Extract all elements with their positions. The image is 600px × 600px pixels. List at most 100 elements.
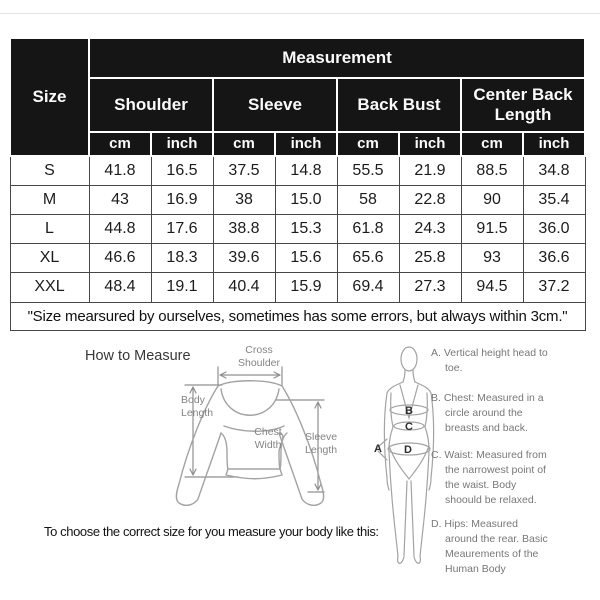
measure-value: 39.6 xyxy=(212,242,276,273)
group-header-back-bust: Back Bust xyxy=(336,77,462,133)
size-value: S xyxy=(9,155,90,186)
instruction-d-text: Hips: Measured around the rear. Basic Me… xyxy=(444,518,548,575)
sleeve-length-label: Sleeve Length xyxy=(305,431,338,456)
measure-value: 25.8 xyxy=(398,242,462,273)
instruction-a-text: Vertical height head to toe. xyxy=(443,347,548,374)
body-label-c: C xyxy=(405,421,413,433)
instruction-c-text: Waist: Measured from the narrowest point… xyxy=(444,449,547,506)
measure-value: 36.6 xyxy=(522,242,586,273)
size-value: L xyxy=(9,213,90,244)
garment-outline xyxy=(175,380,325,507)
table-row-disclaimer: "Size mearsured by ourselves, sometimes … xyxy=(9,301,586,331)
measure-value: 38.8 xyxy=(212,213,276,244)
body-label-b: B xyxy=(405,405,413,417)
instruction-a: A. Vertical height head to toe. xyxy=(431,346,552,376)
measure-value: 35.4 xyxy=(522,184,586,215)
measure-value: 37.5 xyxy=(212,155,276,186)
measure-value: 94.5 xyxy=(460,271,524,303)
measure-value: 37.2 xyxy=(522,271,586,303)
table-row-m: M 43 16.9 38 15.0 58 22.8 90 35.4 xyxy=(9,184,586,215)
instruction-d-key: D. xyxy=(431,518,442,530)
top-divider xyxy=(0,13,600,14)
table-row-s: S 41.8 16.5 37.5 14.8 55.5 21.9 88.5 34.… xyxy=(9,155,586,186)
measure-value: 65.6 xyxy=(336,242,400,273)
unit-header-cm: cm xyxy=(460,131,524,157)
measure-value: 14.8 xyxy=(274,155,338,186)
measure-value: 88.5 xyxy=(460,155,524,186)
measure-arrows xyxy=(184,366,325,493)
measure-value: 15.6 xyxy=(274,242,338,273)
table-row-l: L 44.8 17.6 38.8 15.3 61.8 24.3 91.5 36.… xyxy=(9,213,586,244)
measure-value: 18.3 xyxy=(150,242,214,273)
measure-value: 58 xyxy=(336,184,400,215)
choose-size-note: To choose the correct size for you measu… xyxy=(44,524,379,539)
table-header-row-groups: Shoulder Sleeve Back Bust Center Back Le… xyxy=(10,77,586,133)
measure-value: 19.1 xyxy=(150,271,214,303)
body-label-d: D xyxy=(404,444,412,456)
measure-value: 16.9 xyxy=(150,184,214,215)
disclaimer-text: "Size mearsured by ourselves, sometimes … xyxy=(9,301,586,331)
instruction-b-key: B. xyxy=(431,392,441,404)
cross-shoulder-label: Cross Shoulder xyxy=(237,344,281,369)
how-to-measure-heading: How to Measure xyxy=(85,348,191,364)
measure-value: 43 xyxy=(88,184,152,215)
measure-value: 40.4 xyxy=(212,271,276,303)
measurement-header: Measurement xyxy=(88,37,586,79)
size-column-header: Size xyxy=(9,37,90,157)
instruction-c: C. Waist: Measured from the narrowest po… xyxy=(431,448,552,508)
body-length-label: Body Length xyxy=(181,394,214,419)
measure-value: 69.4 xyxy=(336,271,400,303)
unit-header-cm: cm xyxy=(212,131,276,157)
measure-value: 22.8 xyxy=(398,184,462,215)
measure-value: 91.5 xyxy=(460,213,524,244)
measure-value: 61.8 xyxy=(336,213,400,244)
table-row-xl: XL 46.6 18.3 39.6 15.6 65.6 25.8 93 36.6 xyxy=(9,242,586,273)
measure-value: 15.0 xyxy=(274,184,338,215)
measure-value: 15.9 xyxy=(274,271,338,303)
measure-value: 55.5 xyxy=(336,155,400,186)
size-table: Size Measurement Shoulder Sleeve Back Bu… xyxy=(9,37,586,331)
instruction-c-key: C. xyxy=(431,449,442,461)
chest-width-label: Chest Width xyxy=(254,426,282,451)
unit-header-inch: inch xyxy=(150,131,214,157)
instruction-list: A. Vertical height head to toe. B. Chest… xyxy=(431,346,552,577)
instruction-b-text: Chest: Measured in a circle around the b… xyxy=(443,392,544,434)
group-header-center-back-length: Center Back Length xyxy=(460,77,586,133)
instruction-b: B. Chest: Measured in a circle around th… xyxy=(431,391,552,436)
measure-value: 34.8 xyxy=(522,155,586,186)
body-label-a: A xyxy=(374,443,382,455)
measure-value: 48.4 xyxy=(88,271,152,303)
table-header-row-title: Size Measurement xyxy=(9,37,586,157)
measure-value: 27.3 xyxy=(398,271,462,303)
size-value: M xyxy=(9,184,90,215)
table-row-xxl: XXL 48.4 19.1 40.4 15.9 69.4 27.3 94.5 3… xyxy=(9,271,586,303)
measure-value: 93 xyxy=(460,242,524,273)
size-value: XXL xyxy=(9,271,90,303)
measure-value: 24.3 xyxy=(398,213,462,244)
garment-sketch xyxy=(175,366,325,507)
unit-header-cm: cm xyxy=(336,131,400,157)
table-header-row-units: cm inch cm inch cm inch cm inch xyxy=(10,131,586,157)
measure-value: 16.5 xyxy=(150,155,214,186)
measure-value: 90 xyxy=(460,184,524,215)
body-figure-sketch: A B C D xyxy=(374,346,435,564)
unit-header-cm: cm xyxy=(88,131,152,157)
measure-value: 44.8 xyxy=(88,213,152,244)
instruction-a-key: A. xyxy=(431,347,441,359)
unit-header-inch: inch xyxy=(274,131,338,157)
measure-value: 21.9 xyxy=(398,155,462,186)
size-value: XL xyxy=(9,242,90,273)
unit-header-inch: inch xyxy=(522,131,586,157)
measure-value: 46.6 xyxy=(88,242,152,273)
measure-value: 36.0 xyxy=(522,213,586,244)
measure-value: 38 xyxy=(212,184,276,215)
measure-value: 15.3 xyxy=(274,213,338,244)
measure-value: 41.8 xyxy=(88,155,152,186)
instruction-d: D. Hips: Measured around the rear. Basic… xyxy=(431,517,552,577)
group-header-sleeve: Sleeve xyxy=(212,77,338,133)
measure-value: 17.6 xyxy=(150,213,214,244)
body-outline xyxy=(377,346,435,564)
group-header-shoulder: Shoulder xyxy=(88,77,214,133)
unit-header-inch: inch xyxy=(398,131,462,157)
